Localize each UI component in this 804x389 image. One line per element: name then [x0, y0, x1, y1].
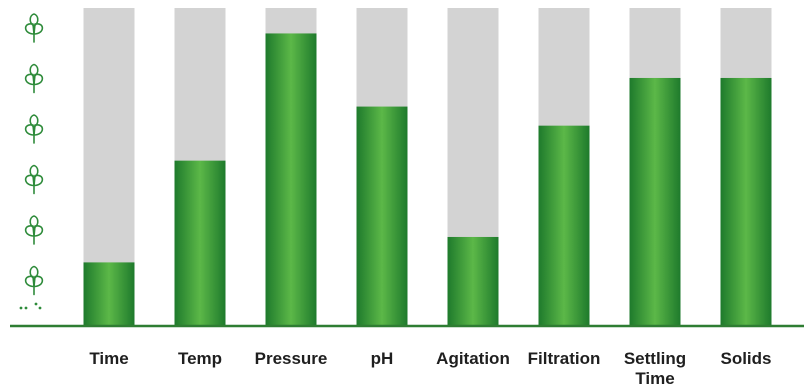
- bars: [83, 33, 772, 327]
- category-label: Solids: [720, 349, 771, 368]
- category-label-line: Time: [89, 349, 128, 368]
- category-label: Time: [89, 349, 128, 368]
- bar: [629, 77, 681, 327]
- seedling-dots-icon: [19, 302, 42, 310]
- category-label-line: Time: [635, 369, 674, 388]
- x-axis-labels: Time Temp Pressure pH Agitation Filtration Set…: [89, 349, 771, 388]
- category-label-line: Pressure: [255, 349, 328, 368]
- seed-dot: [24, 306, 28, 310]
- category-label-line: Filtration: [528, 349, 601, 368]
- bar: [447, 236, 499, 326]
- bar: [356, 106, 408, 326]
- seed-dot: [19, 306, 23, 310]
- category-label: Temp: [178, 349, 222, 368]
- category-label-line: Temp: [178, 349, 222, 368]
- category-label: Filtration: [528, 349, 601, 368]
- plant-sprout-icon: [24, 215, 44, 245]
- category-label: Settling Time: [624, 349, 686, 388]
- plant-sprout-icon: [24, 164, 44, 195]
- bar: [174, 160, 226, 326]
- bar: [538, 125, 590, 326]
- plant-sprout-icon: [24, 265, 44, 296]
- category-label-line: pH: [371, 349, 394, 368]
- bar: [83, 262, 135, 326]
- category-label-line: Agitation: [436, 349, 510, 368]
- seed-dot: [34, 302, 38, 306]
- category-label: Pressure: [255, 349, 328, 368]
- plant-sprout-icon: [24, 13, 44, 43]
- plant-sprout-icon: [24, 63, 44, 94]
- plant-sprout-icon: [24, 114, 44, 144]
- bar: [265, 33, 317, 326]
- y-axis-icons: [24, 13, 44, 296]
- category-label: pH: [371, 349, 394, 368]
- category-label-line: Solids: [720, 349, 771, 368]
- bar: [720, 77, 772, 327]
- seed-dot: [38, 306, 42, 310]
- category-label: Agitation: [436, 349, 510, 368]
- category-label-line: Settling: [624, 349, 686, 368]
